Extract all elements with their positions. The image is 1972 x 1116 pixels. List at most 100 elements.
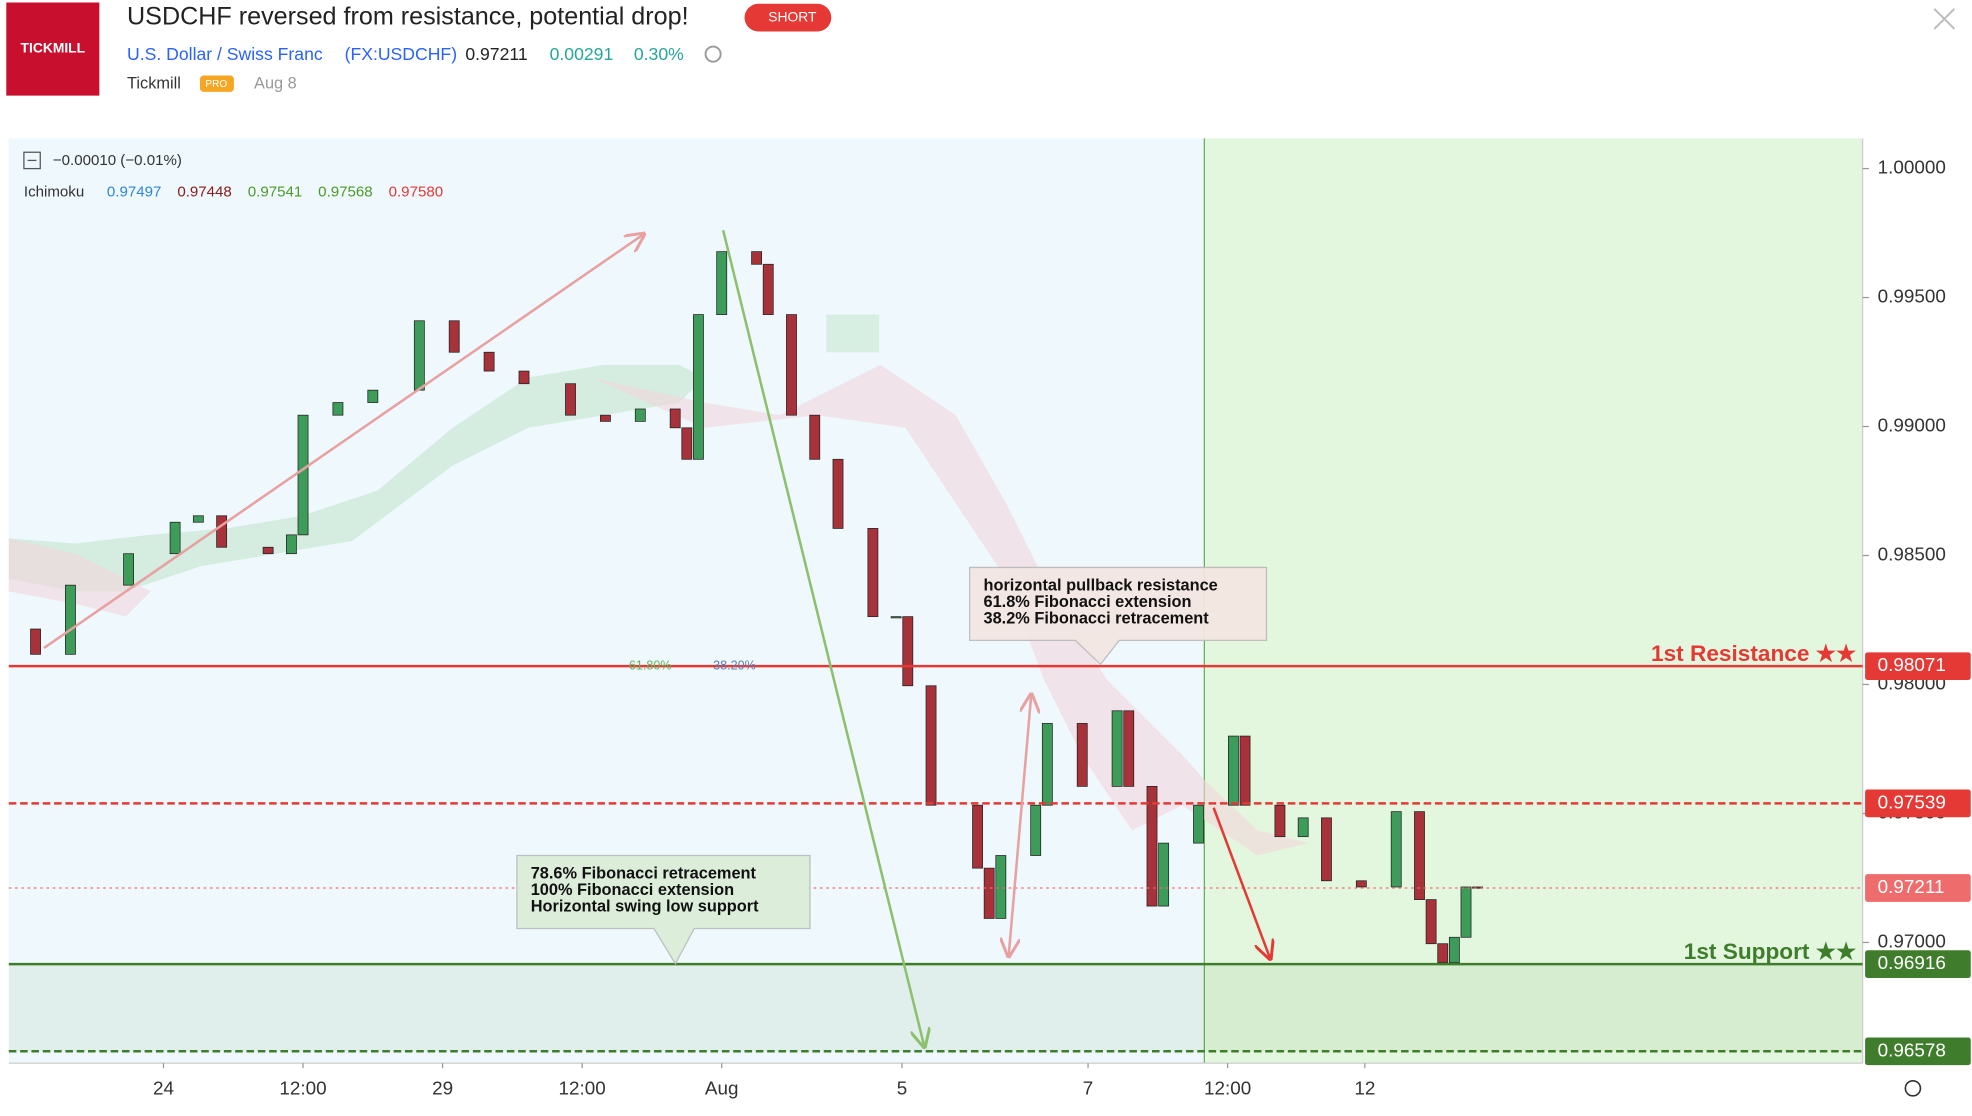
candle-body (518, 370, 530, 385)
logo (6, 2, 100, 96)
candle-body (413, 320, 425, 391)
indicator-value: 0.97497 (107, 183, 162, 200)
price-box-label: 0.97539 (1878, 791, 1946, 812)
candle-body (995, 855, 1007, 919)
settings-icon[interactable] (1904, 1079, 1922, 1097)
x-tick-label: 29 (432, 1078, 453, 1099)
change: 0.00291 (550, 44, 614, 64)
candle-body (297, 414, 309, 536)
candle-body (367, 389, 379, 403)
close-button[interactable] (1933, 8, 1956, 30)
support-zone (8, 964, 1863, 1052)
level-label: 1st Resistance ★★ (1651, 641, 1857, 666)
candle-body (1158, 842, 1170, 907)
y-tick-label: 1.00000 (1878, 157, 1946, 178)
price-box (1865, 1037, 1971, 1066)
price-box-label: 0.97211 (1878, 876, 1945, 897)
x-tick-label: 12:00 (1204, 1078, 1251, 1099)
candle-body (972, 804, 983, 869)
cloud-bull (826, 314, 880, 353)
candle-body (1193, 804, 1204, 844)
symbol[interactable]: (FX:USDCHF) (345, 44, 457, 64)
candle-body (890, 616, 902, 619)
candle-body (1111, 710, 1123, 787)
candle-body (1076, 723, 1088, 787)
collapse-icon[interactable] (23, 151, 41, 170)
price: 0.97211 (465, 44, 527, 64)
symbol-name[interactable]: U.S. Dollar / Swiss Franc (127, 44, 323, 64)
drop-arrow (721, 229, 924, 1047)
indicator-value: 0.97448 (177, 183, 232, 200)
callout-text: Horizontal swing low support (531, 897, 759, 915)
badge-text[interactable]: SHORT (768, 8, 817, 24)
callout-text: horizontal pullback resistance (983, 577, 1217, 595)
price-box-label: 0.98071 (1878, 654, 1946, 675)
candle-body (1030, 804, 1042, 856)
candle-body (565, 383, 576, 416)
x-tick-label: Aug (705, 1078, 739, 1099)
candle-body (762, 263, 774, 315)
candle-body (669, 408, 681, 429)
price-box (1865, 950, 1971, 978)
level-label: 1st Support ★★ (1684, 939, 1857, 964)
cloud-bear (8, 364, 1308, 856)
candle-body (1228, 735, 1239, 806)
candle-body (65, 584, 76, 655)
y-tick-label: 0.98500 (1878, 543, 1946, 564)
indicator-name: Ichimoku (24, 183, 84, 200)
idea-title: USDCHF reversed from resistance, potenti… (127, 2, 689, 30)
indicator-value: 0.97541 (248, 183, 303, 200)
candle-body (123, 553, 134, 586)
candle-body (1355, 880, 1367, 888)
x-tick-label: 5 (897, 1078, 907, 1099)
callout-text: 61.8% Fibonacci extension (983, 593, 1191, 611)
candle-body (448, 320, 460, 353)
forecast-arrow (1212, 807, 1271, 959)
author[interactable]: Tickmill (127, 75, 181, 93)
legend-change: −0.00010 (−0.01%) (53, 152, 182, 169)
candle-body (1390, 811, 1402, 888)
y-tick-label: 0.99000 (1878, 415, 1946, 436)
x-tick-label: 12 (1354, 1078, 1375, 1099)
fib-label: 38.20% (713, 658, 756, 672)
pro-badge (199, 75, 234, 92)
candle-body (1297, 817, 1309, 838)
candle-body (925, 685, 937, 806)
pro-text: PRO (205, 79, 227, 90)
candle-body (681, 427, 693, 460)
candle-body (1146, 785, 1158, 907)
price-box (1865, 874, 1971, 902)
x-tick-label: 12:00 (279, 1078, 326, 1099)
candle-body (867, 528, 879, 618)
forecast-region (1204, 138, 1863, 1064)
candle-body (1460, 886, 1472, 938)
badge[interactable] (744, 3, 832, 32)
candle-body (716, 251, 728, 315)
candle-body (483, 351, 495, 372)
candle-body (786, 314, 797, 416)
alert-icon[interactable] (704, 45, 722, 63)
candle-body (983, 867, 995, 919)
indicator-value: 0.97580 (389, 183, 444, 200)
candle-body (216, 515, 228, 548)
candle-body (809, 414, 821, 460)
candle-body (902, 616, 914, 687)
candle-body (1041, 723, 1053, 806)
x-tick-label: 7 (1083, 1078, 1093, 1099)
y-tick-label: 0.99500 (1878, 286, 1946, 307)
candle-body (832, 458, 844, 529)
candle-body (1437, 943, 1449, 963)
x-tick-label: 24 (153, 1078, 174, 1099)
indicator-value: 0.97568 (318, 183, 373, 200)
candle-body (1448, 936, 1460, 963)
fib-label: 61.80% (629, 658, 672, 672)
callout-text: 78.6% Fibonacci retracement (531, 865, 757, 883)
candle-body (1414, 811, 1425, 900)
candle-body (751, 251, 763, 265)
candle-body (169, 521, 181, 555)
candle-body (192, 515, 204, 523)
candle-body (1123, 710, 1135, 787)
callout-box (969, 566, 1268, 666)
